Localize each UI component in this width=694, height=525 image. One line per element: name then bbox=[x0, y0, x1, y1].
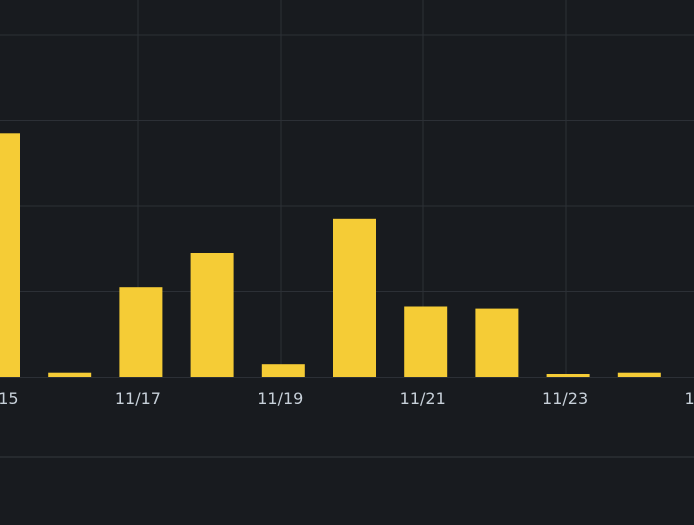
bar-11-21[interactable] bbox=[404, 306, 448, 378]
x-axis-ticks: 11/15 11/17 11/19 11/21 11/23 11/25 bbox=[0, 389, 694, 408]
bar-11-22[interactable] bbox=[475, 308, 519, 377]
bars bbox=[0, 133, 694, 378]
bar-11-15[interactable] bbox=[0, 133, 20, 377]
bar-11-23[interactable] bbox=[546, 374, 590, 377]
x-tick-label: 11/23 bbox=[542, 389, 588, 408]
x-tick-label: 11/19 bbox=[257, 389, 303, 408]
x-tick-label: 11/17 bbox=[115, 389, 161, 408]
bar-11-19[interactable] bbox=[261, 364, 305, 377]
bar-11-24[interactable] bbox=[617, 372, 661, 377]
bar-11-16[interactable] bbox=[48, 372, 92, 377]
x-tick-label: 11/25 bbox=[684, 389, 694, 408]
x-tick-label: 11/21 bbox=[400, 389, 446, 408]
bar-11-18[interactable] bbox=[190, 253, 234, 377]
x-tick-label: 11/15 bbox=[0, 389, 19, 408]
bar-11-20[interactable] bbox=[333, 218, 376, 377]
bar-11-17[interactable] bbox=[119, 287, 163, 377]
